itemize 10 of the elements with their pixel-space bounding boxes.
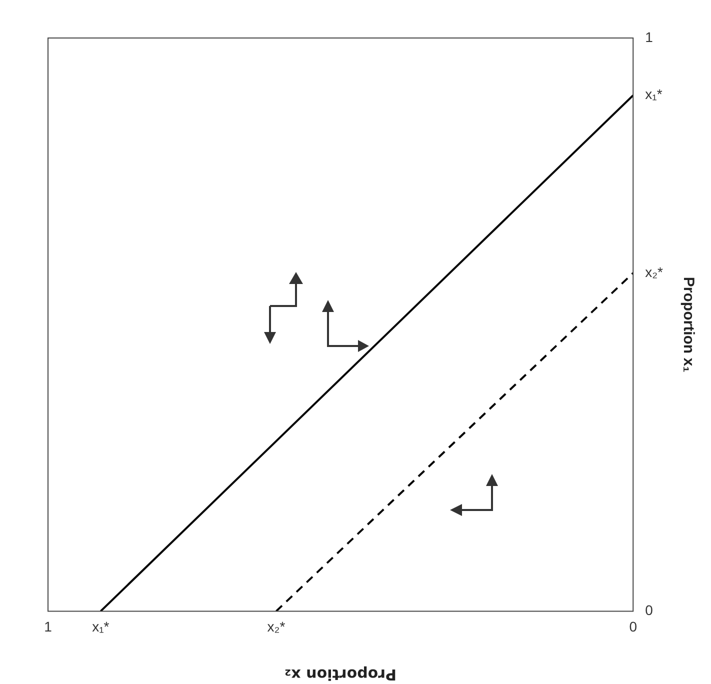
y-axis-title: Proportion x₁: [680, 276, 697, 372]
x-tick-label: 0: [629, 618, 638, 634]
y-tick-label: x₂*: [645, 264, 664, 280]
x-axis-title: Proportion x₂: [284, 665, 397, 684]
x-tick-label: 1: [44, 618, 52, 634]
y-tick-label: x₁*: [645, 86, 663, 102]
y-tick-label: 1: [645, 28, 654, 45]
x-tick-label: x₁*: [92, 618, 110, 634]
x-tick-label: x₂*: [267, 618, 286, 634]
y-tick-label: 0: [645, 602, 654, 618]
